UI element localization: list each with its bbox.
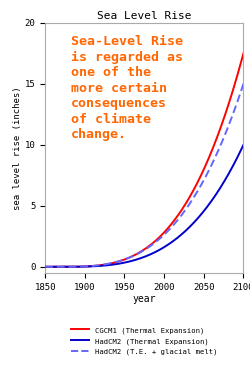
Text: Sea-Level Rise
is regarded as
one of the
more certain
consequences
of climate
ch: Sea-Level Rise is regarded as one of the… (71, 35, 182, 141)
Title: Sea Level Rise: Sea Level Rise (97, 11, 191, 20)
Legend: CGCM1 (Thermal Expansion), HadCM2 (Thermal Expansion), HadCM2 (T.E. + glacial me: CGCM1 (Thermal Expansion), HadCM2 (Therm… (71, 327, 217, 356)
Y-axis label: sea level rise (inches): sea level rise (inches) (13, 86, 22, 210)
X-axis label: year: year (132, 294, 156, 304)
